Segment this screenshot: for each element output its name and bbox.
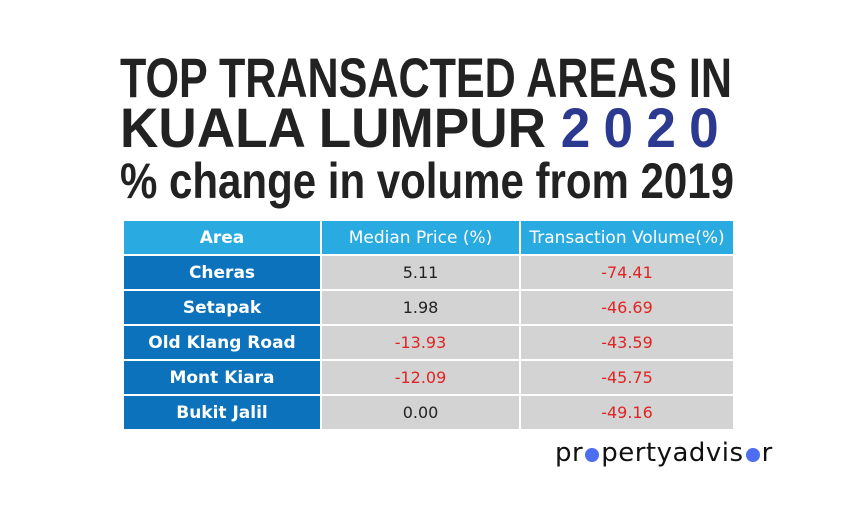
title-line-2: KUALA LUMPUR 2020 bbox=[120, 100, 732, 156]
title-city: KUALA LUMPUR bbox=[120, 96, 546, 159]
table-header: Area Median Price (%) Transaction Volume… bbox=[124, 221, 733, 254]
volume-cell: -74.41 bbox=[521, 256, 733, 289]
median-price-cell: -13.93 bbox=[322, 326, 519, 359]
header-median-price: Median Price (%) bbox=[322, 221, 519, 254]
volume-cell: -43.59 bbox=[521, 326, 733, 359]
median-price-cell: 1.98 bbox=[322, 291, 519, 324]
area-cell: Setapak bbox=[124, 291, 320, 324]
header-volume: Transaction Volume(%) bbox=[521, 221, 733, 254]
area-cell: Cheras bbox=[124, 256, 320, 289]
title-year: 2020 bbox=[560, 96, 732, 159]
volume-cell: -45.75 bbox=[521, 361, 733, 394]
header-area: Area bbox=[124, 221, 320, 254]
data-table: Area Median Price (%) Transaction Volume… bbox=[122, 219, 735, 431]
table-row: Bukit Jalil 0.00 -49.16 bbox=[124, 396, 733, 429]
median-price-cell: 5.11 bbox=[322, 256, 519, 289]
volume-cell: -46.69 bbox=[521, 291, 733, 324]
median-price-cell: -12.09 bbox=[322, 361, 519, 394]
volume-cell: -49.16 bbox=[521, 396, 733, 429]
table-row: Cheras 5.11 -74.41 bbox=[124, 256, 733, 289]
table-row: Old Klang Road -13.93 -43.59 bbox=[124, 326, 733, 359]
title-line-1: TOP TRANSACTED AREAS IN bbox=[120, 46, 732, 109]
area-cell: Old Klang Road bbox=[124, 326, 320, 359]
area-cell: Mont Kiara bbox=[124, 361, 320, 394]
propertyadvisor-logo: pr pertyadvis r bbox=[555, 438, 773, 468]
area-cell: Bukit Jalil bbox=[124, 396, 320, 429]
subtitle: % change in volume from 2019 bbox=[120, 153, 734, 209]
table-row: Setapak 1.98 -46.69 bbox=[124, 291, 733, 324]
median-price-cell: 0.00 bbox=[322, 396, 519, 429]
table-row: Mont Kiara -12.09 -45.75 bbox=[124, 361, 733, 394]
